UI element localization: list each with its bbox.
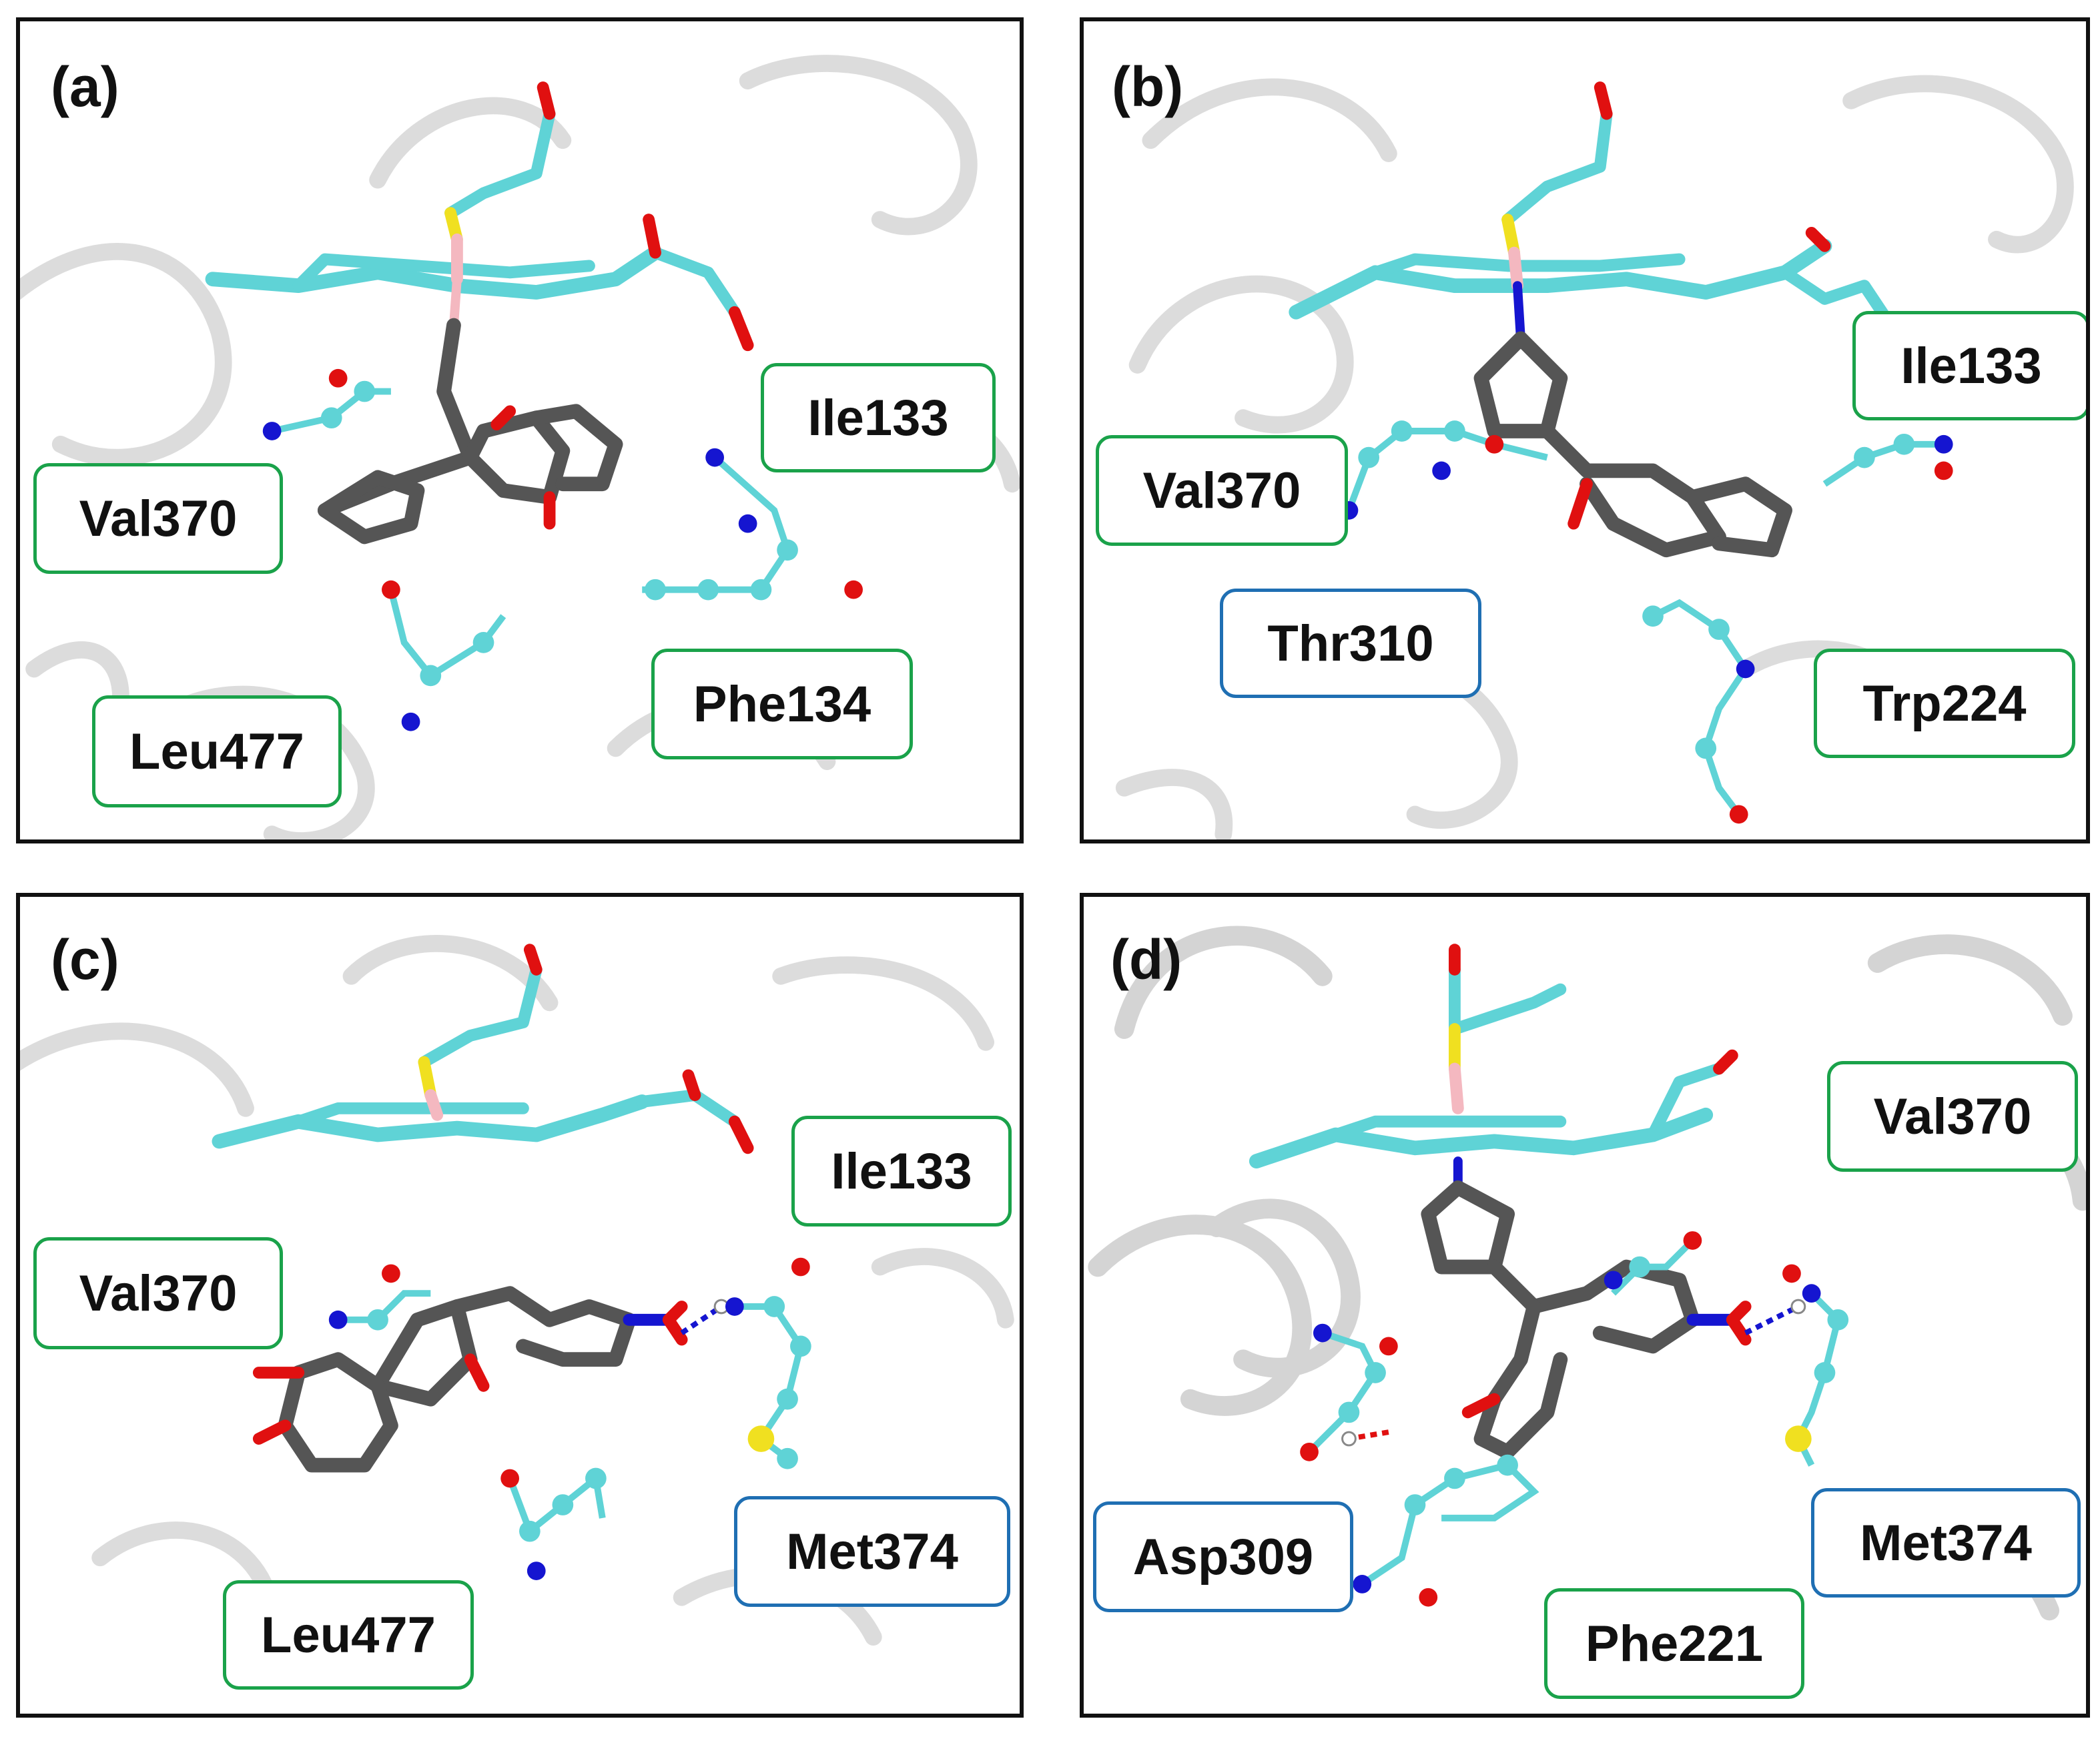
residue-label-trp224: Trp224 xyxy=(1814,649,2075,758)
ligand-c xyxy=(252,1286,688,1473)
residue-label-leu477: Leu477 xyxy=(92,695,342,807)
panel-label: (d) xyxy=(1110,928,1182,991)
residue-label-ile133: Ile133 xyxy=(761,363,996,472)
residue-label-phe221: Phe221 xyxy=(1544,1588,1804,1699)
residue-atoms-a xyxy=(262,368,863,731)
panel-label: (a) xyxy=(51,55,119,118)
residue-label-asp309: Asp309 xyxy=(1093,1501,1353,1612)
residue-label-val370: Val370 xyxy=(33,1237,283,1349)
residue-label-val370: Val370 xyxy=(1827,1061,2078,1172)
ligand-d xyxy=(1421,1180,1752,1459)
residue-label-ile133: Ile133 xyxy=(1852,311,2086,420)
residue-label-val370: Val370 xyxy=(33,463,283,574)
panel-a: (a) Ile133 Val370 Phe134 Leu477 xyxy=(16,17,1024,843)
panel-c: (c) Ile133 Val370 Met374 Leu477 xyxy=(16,893,1024,1718)
panel-label: (b) xyxy=(1112,55,1184,118)
molecular-scene-d xyxy=(1088,926,2086,1621)
ligand-b xyxy=(1473,331,1792,558)
residue-atoms-b xyxy=(1339,420,1953,824)
heme-group xyxy=(205,81,754,352)
ligand-a xyxy=(317,318,623,545)
residue-label-leu477: Leu477 xyxy=(223,1580,474,1690)
heme-group xyxy=(1249,944,1738,1192)
panel-d: (d) Val370 Asp309 Met374 Phe221 xyxy=(1080,893,2090,1718)
residue-label-phe134: Phe134 xyxy=(651,649,913,759)
heme-group xyxy=(212,944,754,1154)
residue-atoms-c xyxy=(328,1257,811,1580)
panel-label: (c) xyxy=(51,928,119,991)
residue-label-ile133: Ile133 xyxy=(791,1116,1012,1227)
residue-label-met374: Met374 xyxy=(734,1496,1010,1607)
residue-label-thr310: Thr310 xyxy=(1220,589,1481,698)
molecular-scene-b xyxy=(1115,75,2074,839)
residue-label-met374: Met374 xyxy=(1811,1488,2081,1598)
residue-atoms-d xyxy=(1300,1231,1849,1607)
residue-label-val370: Val370 xyxy=(1096,435,1348,546)
panel-b: (b) Ile133 Val370 Thr310 Trp224 xyxy=(1080,17,2090,843)
heme-group xyxy=(1289,81,1910,352)
